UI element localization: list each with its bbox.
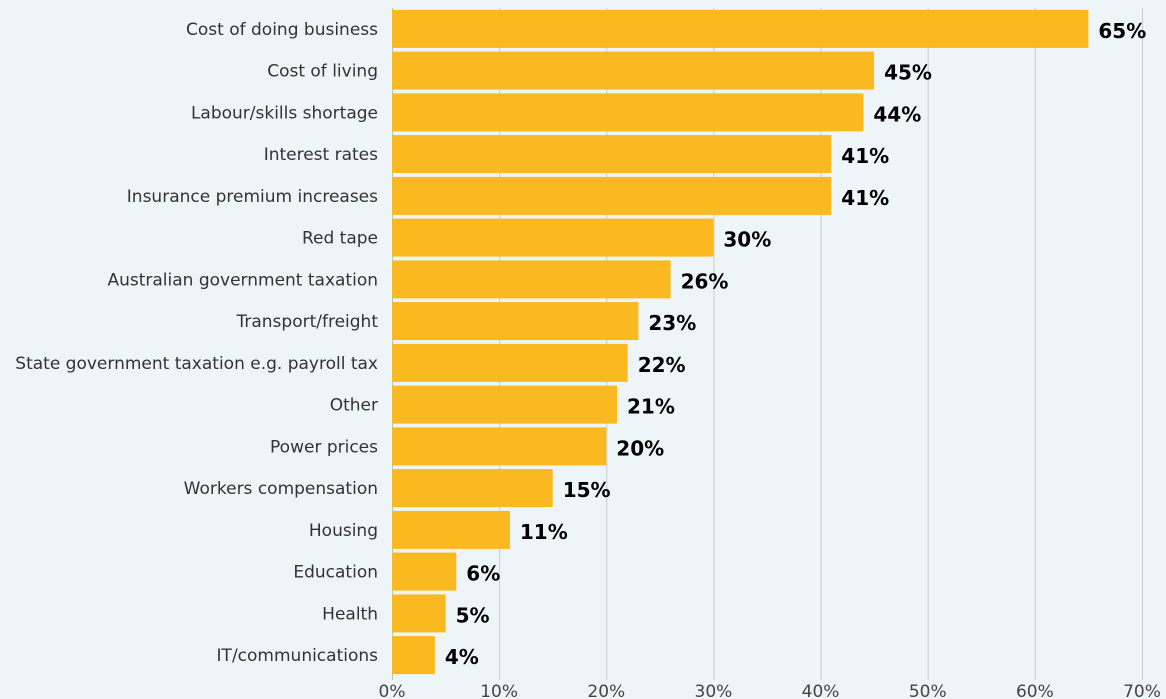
value-label: 41% (841, 144, 889, 168)
bar (392, 135, 832, 174)
bar (392, 218, 714, 257)
value-label: 26% (681, 269, 729, 293)
bar (392, 260, 671, 299)
value-label: 11% (520, 520, 568, 544)
category-label: Other (330, 396, 378, 416)
bar (392, 469, 553, 508)
category-label: Power prices (270, 437, 378, 457)
value-label: 23% (648, 311, 696, 335)
bars (392, 9, 1089, 675)
x-tick-label: 70% (1123, 682, 1161, 699)
value-label: 41% (841, 186, 889, 210)
category-label: Cost of doing business (186, 20, 378, 40)
bar (392, 343, 628, 382)
value-label: 4% (445, 645, 479, 669)
category-label: Australian government taxation (107, 270, 378, 290)
x-axis-tick-labels: 0% 10% 20% 30% 40% 50% 60% 70% (379, 682, 1161, 699)
value-label: 65% (1098, 19, 1146, 43)
bar (392, 302, 639, 341)
value-label: 5% (456, 603, 490, 627)
category-label: Health (322, 604, 378, 624)
bar (392, 636, 435, 675)
x-tick-label: 0% (379, 682, 406, 699)
x-tick-label: 40% (802, 682, 840, 699)
x-tick-label: 30% (695, 682, 733, 699)
bar (392, 552, 457, 591)
value-label: 21% (627, 395, 675, 419)
category-label: IT/communications (217, 646, 379, 666)
value-label: 20% (616, 436, 664, 460)
category-label: Cost of living (267, 62, 378, 82)
bar (392, 594, 446, 633)
value-labels: 65% 45% 44% 41% 41% 30% 26% 23% 22% 21% 20%15% 11% 6… (445, 19, 1146, 669)
category-label: Education (293, 563, 378, 583)
value-label: 45% (884, 61, 932, 85)
category-label: Workers compensation (184, 479, 378, 499)
bar (392, 385, 617, 424)
category-label: Transport/freight (235, 312, 378, 332)
category-label: Housing (309, 521, 378, 541)
value-label: 30% (723, 228, 771, 252)
bar (392, 176, 832, 215)
category-label: State government taxation e.g. payroll t… (15, 354, 378, 374)
category-label: Labour/skills shortage (191, 103, 378, 123)
category-label: Red tape (302, 229, 378, 249)
x-tick-label: 50% (909, 682, 947, 699)
bar (392, 427, 607, 466)
x-tick-label: 20% (587, 682, 625, 699)
value-label: 22% (638, 353, 686, 377)
category-label: Insurance premium increases (127, 187, 378, 207)
bar (392, 510, 510, 549)
bar (392, 51, 875, 90)
value-label: 6% (466, 562, 500, 586)
category-label: Interest rates (264, 145, 378, 165)
value-label: 15% (563, 478, 611, 502)
bar (392, 93, 864, 132)
bar (392, 9, 1089, 48)
category-labels: Cost of doing business Cost of living Labo… (15, 20, 378, 666)
x-tick-label: 60% (1016, 682, 1054, 699)
value-label: 44% (873, 102, 921, 126)
x-tick-label: 10% (480, 682, 518, 699)
